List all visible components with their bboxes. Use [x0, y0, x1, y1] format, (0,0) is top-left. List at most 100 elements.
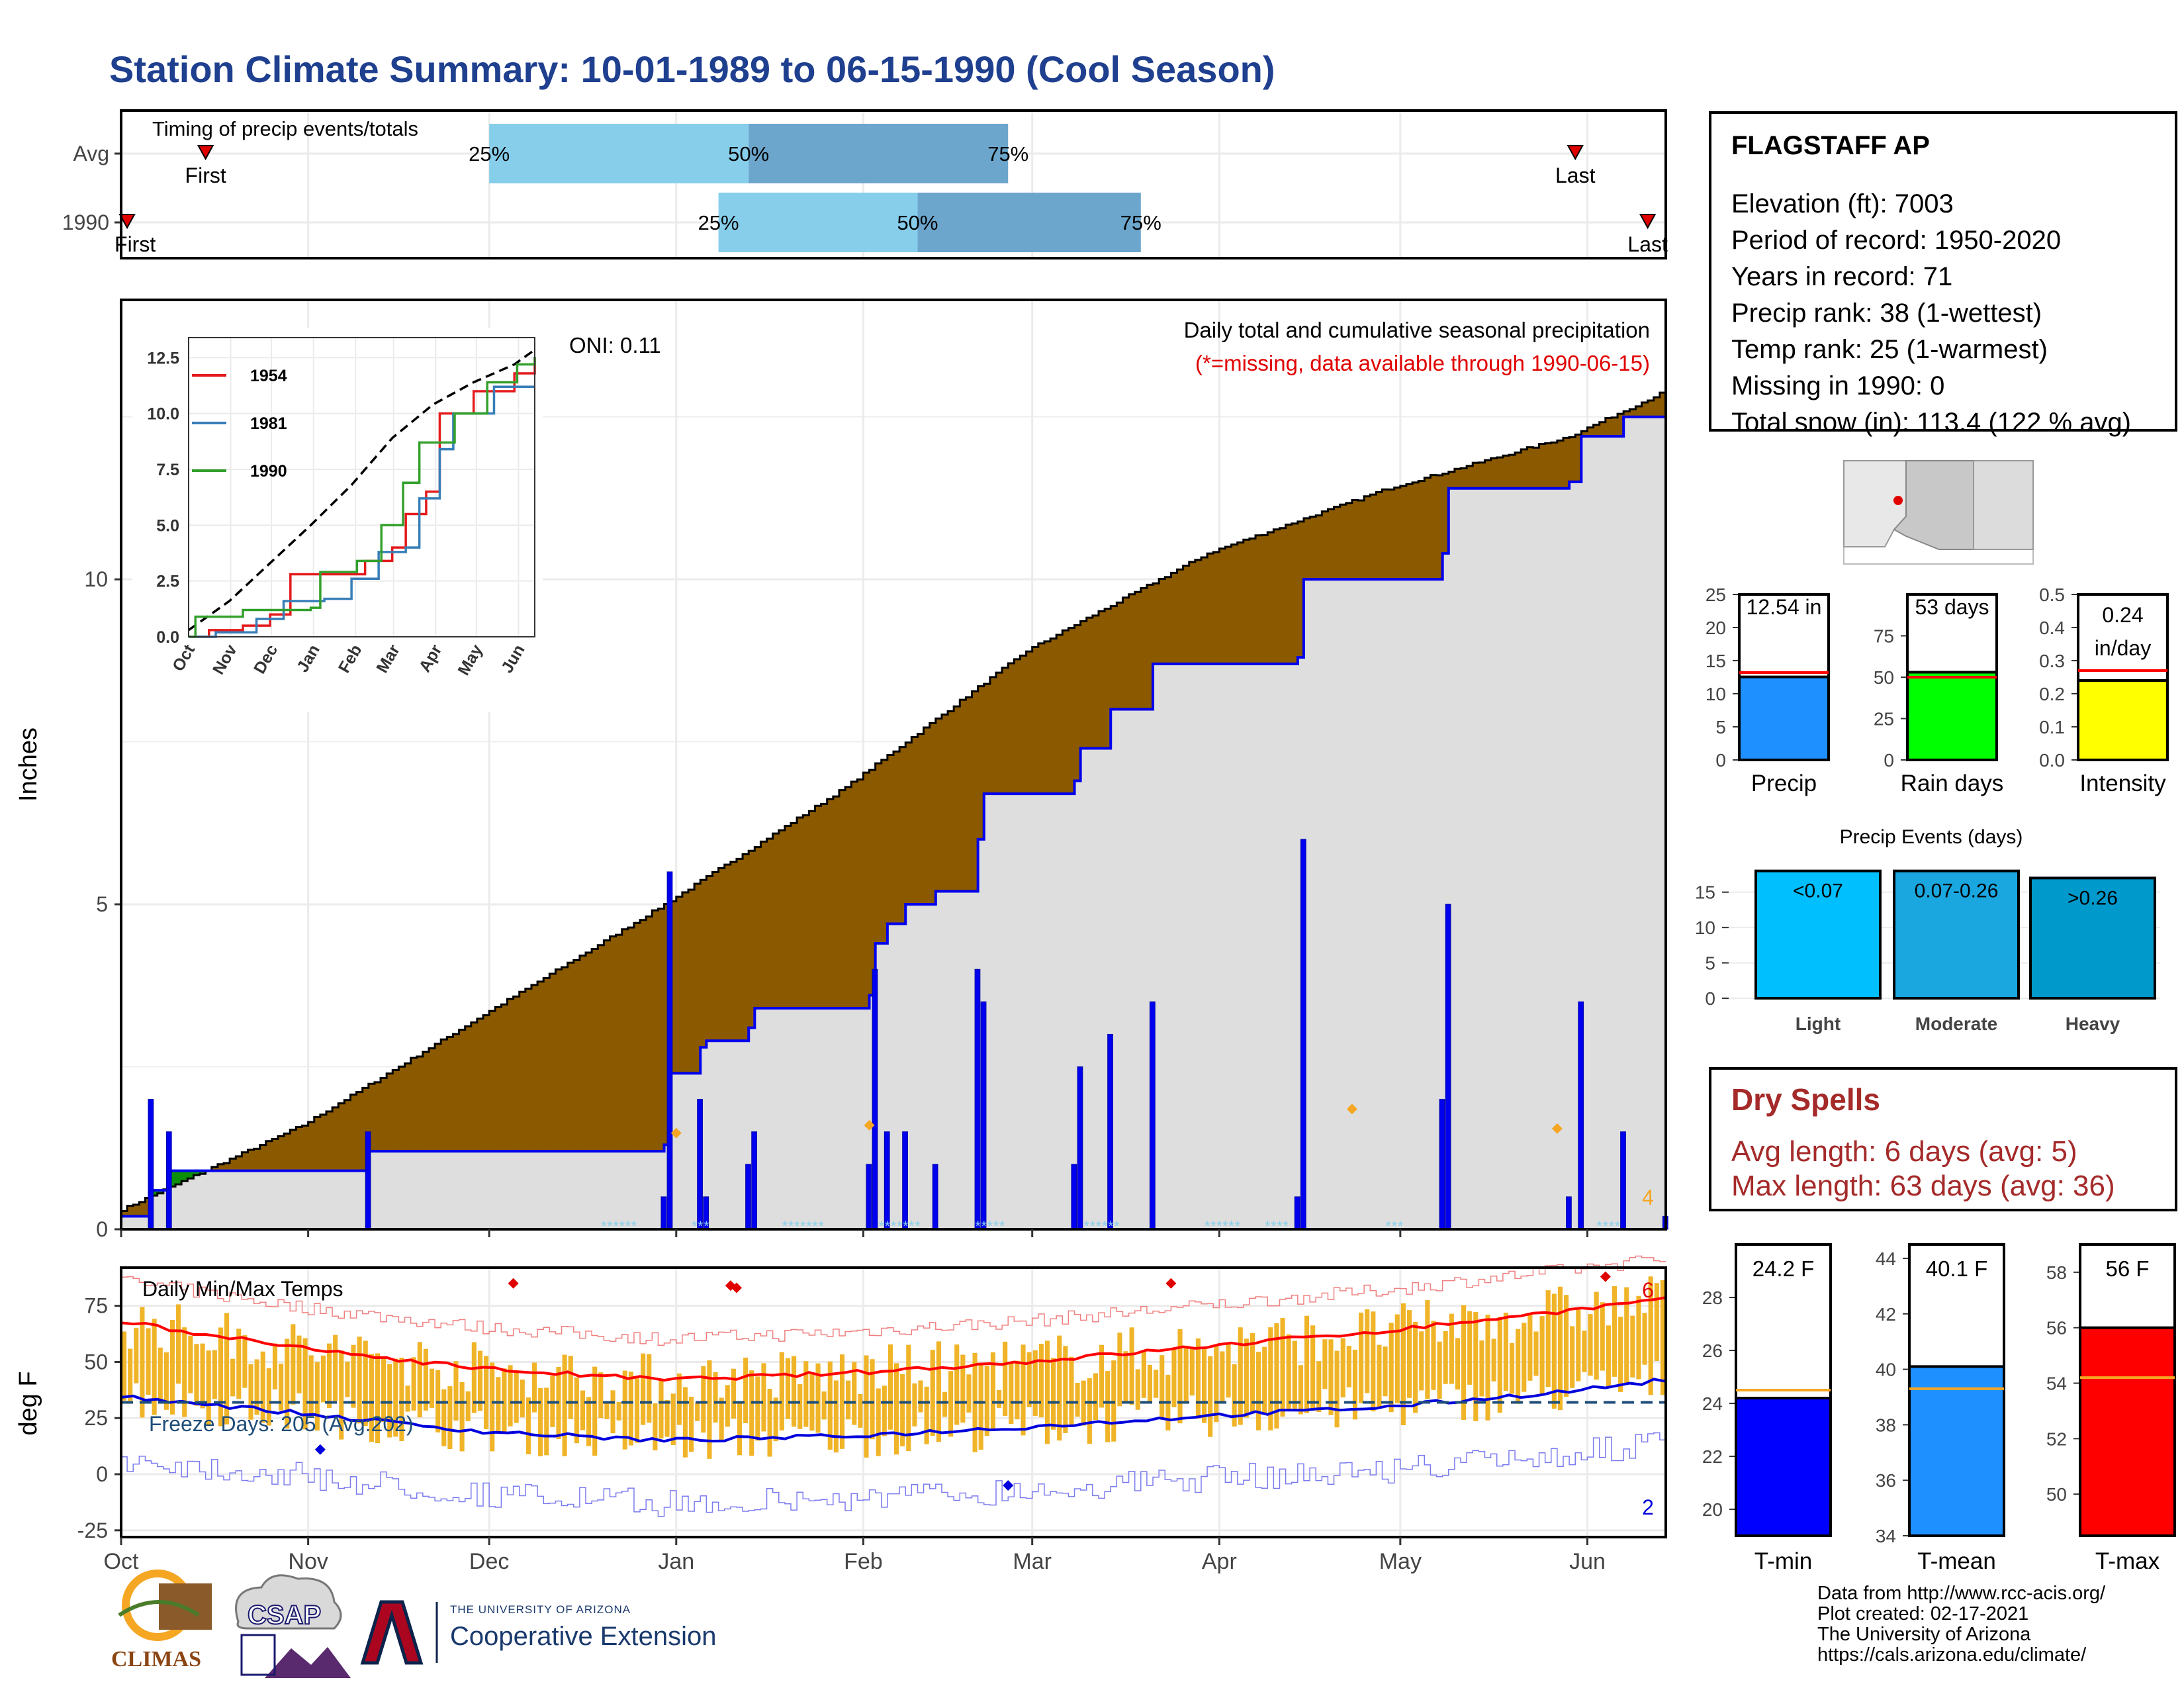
- precip-events-chart: Precip Events (days) 0 5 10 15 <0.07 Light 0.07…: [1695, 826, 2173, 1034]
- daily-temp-bar: [308, 1355, 314, 1417]
- mini-y-tick: 20: [1706, 618, 1726, 638]
- deficit-fill: [350, 1094, 357, 1171]
- daily-temp-bar: [1063, 1346, 1068, 1433]
- daily-temp-bar: [942, 1391, 948, 1417]
- daily-temp-bar: [731, 1368, 736, 1419]
- deficit-fill: [706, 876, 713, 1041]
- deficit-fill: [1165, 577, 1171, 664]
- mini-bar-value: [2079, 1326, 2176, 1537]
- daily-temp-bar: [146, 1328, 151, 1395]
- daily-temp-bar: [1503, 1312, 1508, 1391]
- daily-temp-bar: [254, 1359, 259, 1415]
- mini-y-tick: 24: [1702, 1393, 1723, 1414]
- surplus-fill: [169, 1170, 176, 1187]
- deficit-fill: [995, 673, 1003, 794]
- daily-precip-bar: [1071, 1164, 1077, 1230]
- daily-temp-bar: [339, 1350, 344, 1440]
- daily-temp-bar: [279, 1363, 284, 1411]
- deficit-fill: [398, 1066, 406, 1152]
- daily-temp-bar: [568, 1356, 573, 1419]
- daily-temp-bar: [260, 1351, 265, 1423]
- deficit-fill: [621, 929, 629, 1152]
- deficit-fill: [1502, 455, 1510, 489]
- daily-temp-bar: [441, 1389, 447, 1446]
- daily-temp-bar: [1135, 1369, 1140, 1410]
- deficit-fill: [308, 1121, 315, 1171]
- map-state-arizona: [1893, 460, 1974, 550]
- deficit-fill: [1358, 500, 1365, 580]
- deficit-fill: [344, 1100, 351, 1171]
- daily-temp-bar: [586, 1397, 592, 1446]
- daily-temp-bar: [266, 1368, 271, 1426]
- deficit-fill: [248, 1149, 255, 1171]
- daily-temp-bar: [1352, 1349, 1358, 1420]
- snow-marker: *: [1102, 1218, 1108, 1235]
- deficit-fill: [724, 865, 731, 1041]
- daily-temp-bar: [230, 1358, 236, 1397]
- mini-bar-value: [1735, 1397, 1832, 1537]
- deficit-fill: [598, 945, 604, 1152]
- daily-temp-bar: [1147, 1364, 1153, 1404]
- deficit-fill: [983, 684, 991, 794]
- credit-line: https://cals.arizona.edu/climate/: [1817, 1644, 2087, 1665]
- inset-series-line: [189, 357, 536, 638]
- mini-bar-value: [1908, 1365, 2005, 1537]
- daily-temp-bar: [833, 1380, 839, 1453]
- daily-temp-bar: [1093, 1373, 1098, 1421]
- record-low-marker: [314, 1444, 326, 1455]
- deficit-fill: [392, 1070, 399, 1152]
- deficit-fill: [1273, 529, 1281, 664]
- daily-temp-bar: [1419, 1331, 1424, 1391]
- snow-marker: *: [800, 1218, 806, 1235]
- climas-logo-text: CLIMAS: [111, 1647, 202, 1671]
- deficit-fill: [501, 1004, 508, 1152]
- deficit-fill: [1267, 532, 1274, 664]
- y-tick-label: -25: [77, 1519, 108, 1542]
- daily-temp-bar: [616, 1401, 621, 1421]
- deficit-fill: [211, 1166, 218, 1171]
- deficit-fill: [1490, 458, 1498, 489]
- mini-y-tick: 44: [1876, 1248, 1896, 1269]
- deficit-fill: [368, 1084, 375, 1152]
- daily-temp-bar: [797, 1383, 803, 1429]
- daily-precip-bar: [148, 1099, 154, 1230]
- daily-temp-bar: [773, 1397, 778, 1442]
- inset-average-line: [187, 348, 536, 632]
- deficit-fill: [851, 781, 858, 1009]
- deficit-fill: [404, 1063, 412, 1152]
- mini-bar-value-label: in/day: [2095, 636, 2151, 660]
- deficit-fill: [923, 727, 931, 905]
- deficit-fill: [217, 1164, 224, 1171]
- deficit-fill: [1086, 618, 1093, 749]
- daily-temp-bar: [653, 1403, 658, 1450]
- mini-bar-label: Intensity: [2079, 771, 2166, 796]
- daily-temp-bar: [695, 1403, 700, 1421]
- deficit-fill: [881, 759, 888, 943]
- record-marker: [864, 1119, 875, 1131]
- deficit-fill: [1479, 462, 1486, 489]
- events-y-tick: 15: [1695, 882, 1715, 903]
- daily-temp-bar: [484, 1356, 489, 1429]
- daily-temp-bar: [1075, 1383, 1080, 1417]
- deficit-fill: [1454, 469, 1461, 489]
- csap-logo-gauge: [240, 1634, 276, 1676]
- daily-temp-bar: [224, 1313, 230, 1425]
- deficit-fill: [935, 718, 942, 892]
- last-event-marker: [1639, 214, 1657, 230]
- inset-y-tick: 5.0: [156, 516, 179, 535]
- deficit-fill: [519, 992, 526, 1152]
- daily-temp-bar: [1630, 1315, 1635, 1378]
- mini-y-tick: 0.0: [2039, 750, 2065, 771]
- x-tick-label: Nov: [288, 1549, 328, 1574]
- daily-temp-bar: [333, 1335, 338, 1401]
- deficit-fill: [929, 723, 936, 905]
- inset-border: [188, 337, 535, 637]
- credit-line: The University of Arizona: [1817, 1624, 2031, 1645]
- deficit-fill: [917, 733, 925, 905]
- daily-temp-bar: [140, 1307, 145, 1418]
- snow-marker: *: [909, 1218, 915, 1235]
- daily-temp-bar: [610, 1390, 615, 1434]
- timing-panel-title: Timing of precip events/totals: [152, 117, 418, 140]
- mini-y-tick: 22: [1702, 1446, 1723, 1467]
- daily-temp-bar: [1250, 1333, 1255, 1414]
